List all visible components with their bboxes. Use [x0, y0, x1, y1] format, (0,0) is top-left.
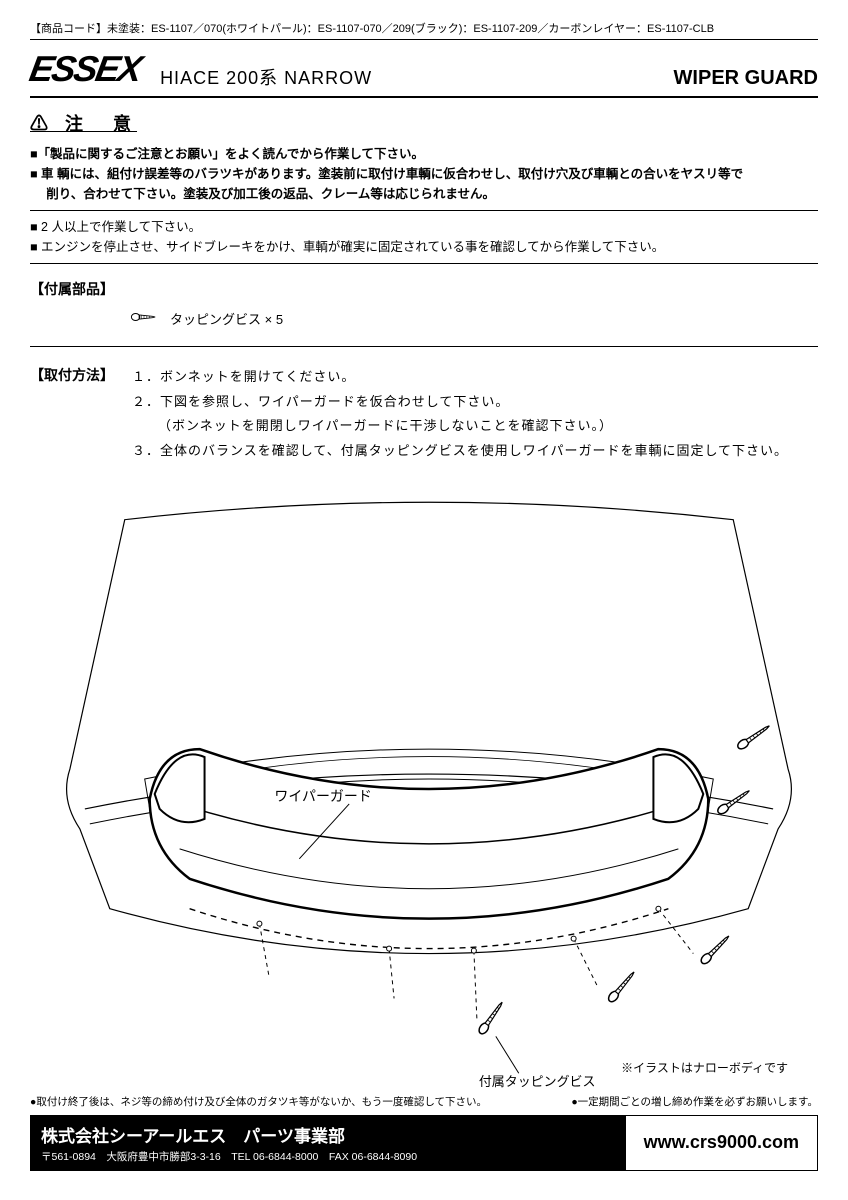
footer-note-left: ●取付け終了後は、ネジ等の締め付け及び全体のガタツキ等がないか、もう一度確認して… — [30, 1094, 487, 1109]
product-name: WIPER GUARD — [674, 67, 818, 90]
diagram-label-screws: 付属タッピングビス — [479, 1074, 596, 1089]
diagram-label-wiper-guard: ワイパーガード — [274, 788, 371, 804]
model-name: HIACE 200系 NARROW — [160, 64, 673, 90]
footer-url: www.crs9000.com — [626, 1116, 817, 1170]
caution-title: ⚠ 注 意 — [30, 110, 818, 136]
installation-diagram: ワイパーガード 付属タッピングビス （5ヶ所） — [30, 489, 818, 1089]
caution-text: ■ 車 輌には、組付け誤差等のバラツキがあります。塗装前に取付け車輌に仮合わせし… — [30, 167, 743, 181]
caution-item: ■ エンジンを停止させ、サイドブレーキをかけ、車輌が確実に固定されている事を確認… — [30, 237, 818, 257]
step: １．ボンネットを開けてください。 — [132, 365, 788, 390]
caution-item: ■「製品に関するご注意とお願い」をよく読んでから作業して下さい。 — [30, 144, 818, 164]
divider — [30, 346, 818, 347]
parts-row: タッピングビス × 5 — [130, 309, 818, 328]
step-note: （ボンネットを開閉しワイパーガードに干渉しないことを確認下さい。） — [132, 414, 788, 439]
caution-block-2: ■ 2 人以上で作業して下さい。 ■ エンジンを停止させ、サイドブレーキをかけ、… — [30, 217, 818, 264]
product-code-line: 【商品コード】未塗装：ES-1107／070(ホワイトパール)：ES-1107-… — [30, 20, 818, 40]
parts-text: タッピングビス × 5 — [170, 309, 283, 328]
footer-bar: 株式会社シーアールエス パーツ事業部 〒561-0894 大阪府豊中市勝部3-3… — [30, 1115, 818, 1171]
method-label: 【取付方法】 — [30, 365, 114, 464]
footer-company-block: 株式会社シーアールエス パーツ事業部 〒561-0894 大阪府豊中市勝部3-3… — [31, 1116, 626, 1170]
method-section: 【取付方法】 １．ボンネットを開けてください。 ２．下図を参照し、ワイパーガード… — [30, 365, 818, 464]
screw-icon — [130, 309, 158, 328]
header: ESSEX HIACE 200系 NARROW WIPER GUARD — [30, 48, 818, 98]
caution-item: ■ 2 人以上で作業して下さい。 — [30, 217, 818, 237]
caution-item: ■ 車 輌には、組付け誤差等のバラツキがあります。塗装前に取付け車輌に仮合わせし… — [30, 164, 818, 204]
caution-block-1: ■「製品に関するご注意とお願い」をよく読んでから作業して下さい。 ■ 車 輌には… — [30, 144, 818, 211]
brand-logo: ESSEX — [26, 48, 143, 90]
caution-text: 削り、合わせて下さい。塗装及び加工後の返品、クレーム等は応じられません。 — [30, 184, 818, 204]
method-steps: １．ボンネットを開けてください。 ２．下図を参照し、ワイパーガードを仮合わせして… — [132, 365, 788, 464]
step: ２．下図を参照し、ワイパーガードを仮合わせして下さい。 — [132, 390, 788, 415]
parts-section-label: 【付属部品】 — [30, 279, 818, 299]
company-name: 株式会社シーアールエス パーツ事業部 — [41, 1122, 616, 1147]
company-address: 〒561-0894 大阪府豊中市勝部3-3-16 TEL 06-6844-800… — [41, 1149, 616, 1164]
footer-notes: ●取付け終了後は、ネジ等の締め付け及び全体のガタツキ等がないか、もう一度確認して… — [30, 1094, 818, 1109]
footer-note-right: ●一定期間ごとの増し締め作業を必ずお願いします。 — [571, 1094, 818, 1109]
step: ３．全体のバランスを確認して、付属タッピングビスを使用しワイパーガードを車輌に固… — [132, 439, 788, 464]
